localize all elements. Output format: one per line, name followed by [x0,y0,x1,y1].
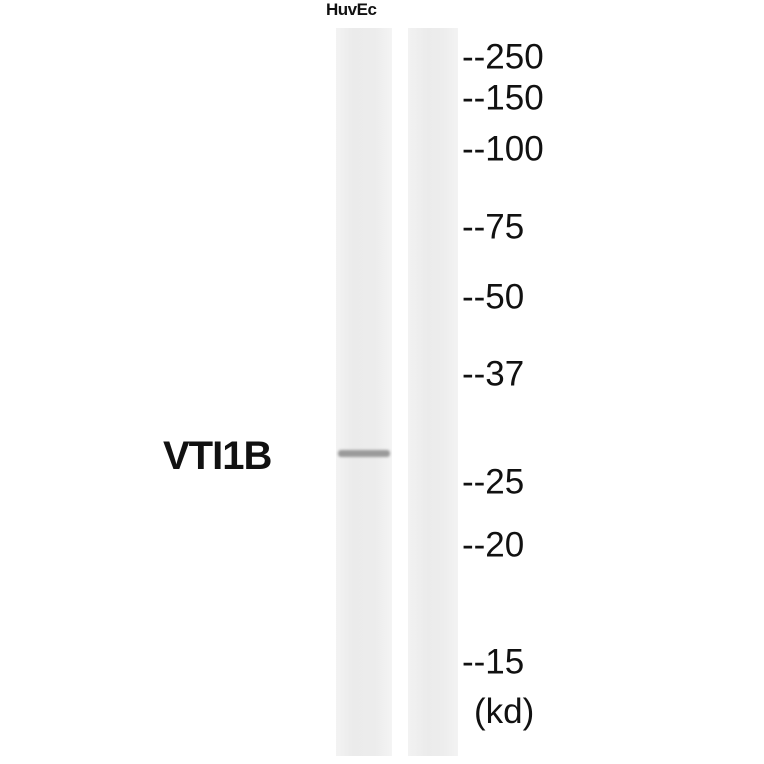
marker-250: --250 [462,37,544,77]
marker-50: --50 [462,277,525,317]
unit-label: (kd) [474,692,535,731]
lane-huvec [336,28,392,756]
marker-25: --25 [462,462,525,502]
lane-label-huvec: HuvEc [326,0,377,19]
marker-75: --75 [462,207,525,247]
marker-150: --150 [462,78,544,118]
protein-label: VTI1B [163,434,272,478]
marker-37: --37 [462,354,525,394]
marker-20: --20 [462,525,525,565]
marker-15: --15 [462,642,525,682]
lane-marker [408,28,458,756]
protein-band [338,450,390,457]
marker-100: --100 [462,129,544,169]
